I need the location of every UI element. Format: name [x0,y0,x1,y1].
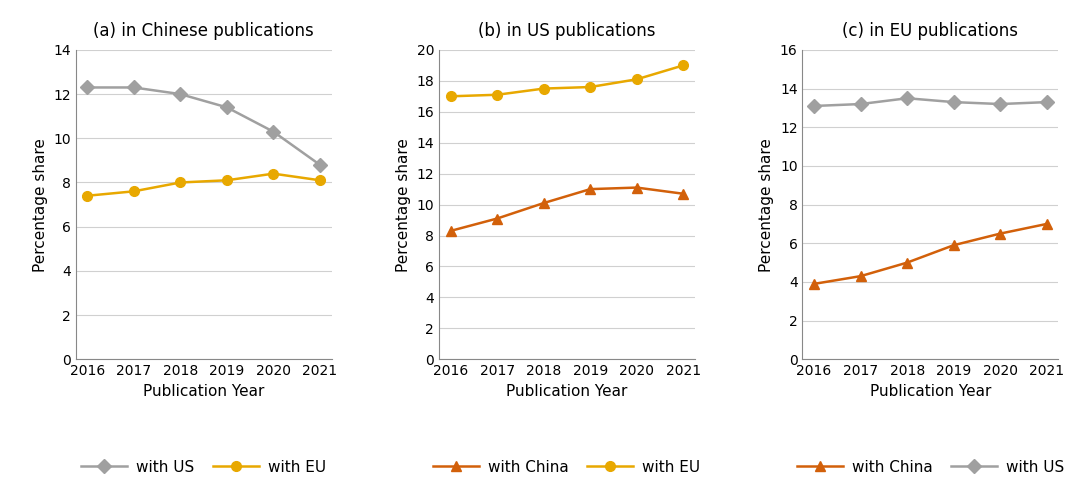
Y-axis label: Percentage share: Percentage share [396,138,410,271]
Y-axis label: Percentage share: Percentage share [759,138,774,271]
Legend: with China, with EU: with China, with EU [428,454,706,481]
Y-axis label: Percentage share: Percentage share [32,138,48,271]
Legend: with China, with US: with China, with US [791,454,1070,481]
X-axis label: Publication Year: Publication Year [143,384,265,399]
Title: (c) in EU publications: (c) in EU publications [842,22,1018,40]
Title: (a) in Chinese publications: (a) in Chinese publications [93,22,314,40]
Title: (b) in US publications: (b) in US publications [478,22,656,40]
X-axis label: Publication Year: Publication Year [869,384,991,399]
Legend: with US, with EU: with US, with EU [76,454,332,481]
X-axis label: Publication Year: Publication Year [507,384,627,399]
